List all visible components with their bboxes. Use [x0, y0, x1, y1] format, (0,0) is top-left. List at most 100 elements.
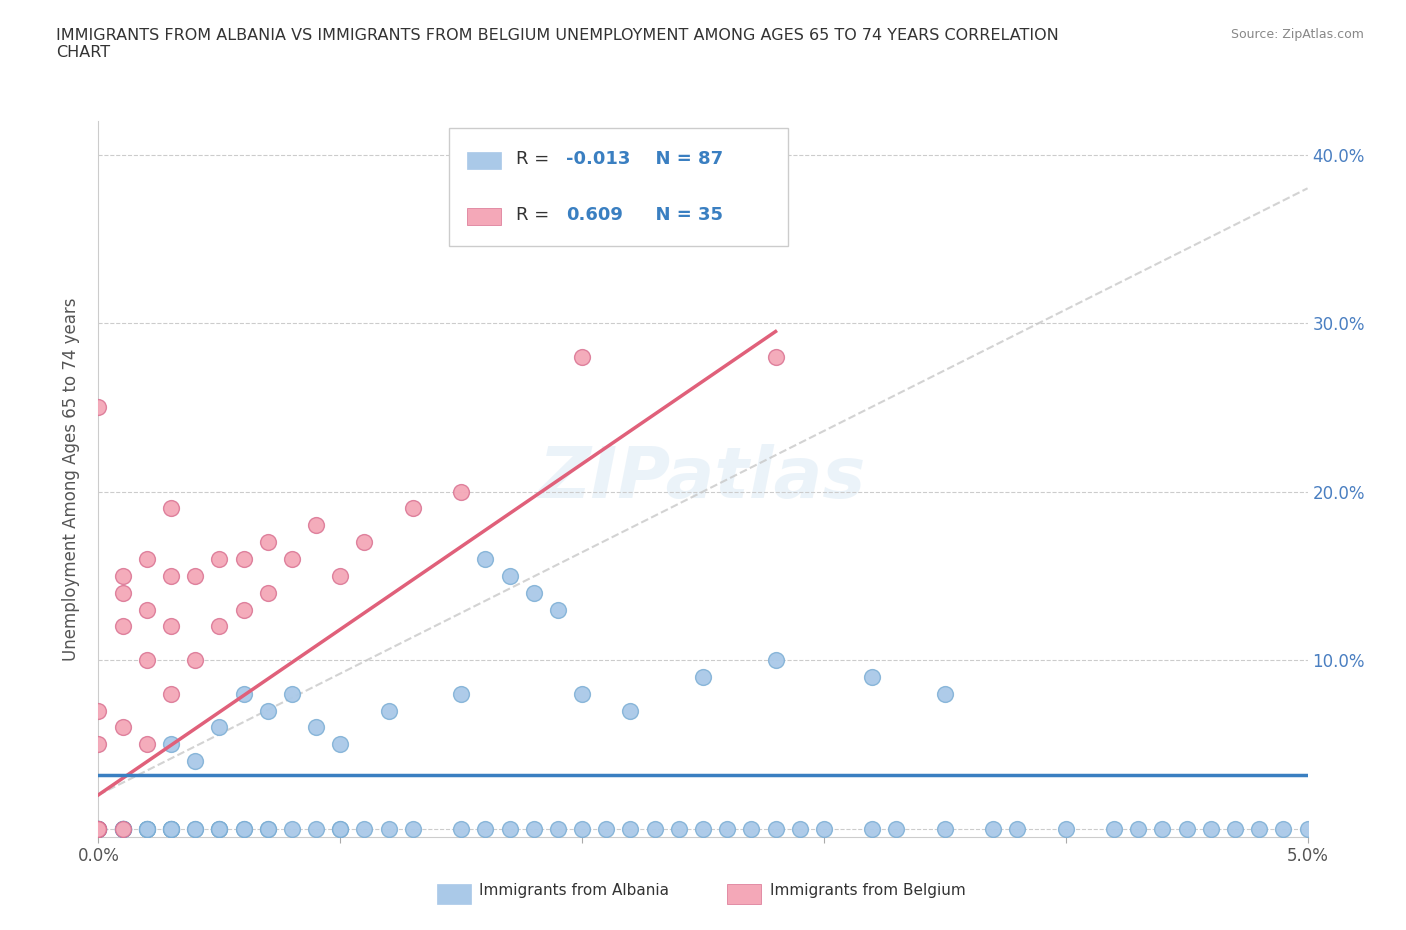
Point	[135, 821, 157, 836]
Text: 0.609: 0.609	[567, 206, 623, 224]
Point	[765, 350, 787, 365]
Text: Source: ZipAtlas.com: Source: ZipAtlas.com	[1230, 28, 1364, 41]
Point	[281, 551, 304, 566]
Text: IMMIGRANTS FROM ALBANIA VS IMMIGRANTS FROM BELGIUM UNEMPLOYMENT AMONG AGES 65 TO: IMMIGRANTS FROM ALBANIA VS IMMIGRANTS FR…	[56, 28, 1059, 60]
Point	[595, 821, 617, 836]
Point	[160, 686, 183, 701]
Point	[281, 686, 304, 701]
Point	[934, 821, 956, 836]
Point	[305, 821, 328, 836]
Point	[1007, 821, 1029, 836]
Point	[789, 821, 811, 836]
Point	[256, 535, 278, 550]
Point	[1199, 821, 1222, 836]
Point	[1152, 821, 1174, 836]
FancyBboxPatch shape	[449, 128, 787, 246]
Point	[232, 821, 254, 836]
Point	[474, 551, 496, 566]
Point	[571, 686, 593, 701]
Point	[87, 821, 110, 836]
Point	[87, 703, 110, 718]
Point	[111, 821, 134, 836]
Point	[111, 821, 134, 836]
Point	[111, 720, 134, 735]
Point	[450, 485, 472, 499]
Point	[232, 821, 254, 836]
Point	[87, 821, 110, 836]
Point	[305, 821, 328, 836]
Point	[87, 821, 110, 836]
Point	[523, 585, 546, 600]
Point	[1272, 821, 1295, 836]
Point	[934, 686, 956, 701]
Point	[1054, 821, 1077, 836]
Point	[87, 821, 110, 836]
Text: N = 87: N = 87	[643, 151, 723, 168]
Point	[281, 821, 304, 836]
Point	[619, 821, 641, 836]
Point	[1296, 821, 1319, 836]
Point	[111, 821, 134, 836]
Point	[232, 551, 254, 566]
Point	[402, 821, 425, 836]
Point	[305, 720, 328, 735]
Point	[305, 518, 328, 533]
Point	[135, 821, 157, 836]
Point	[256, 535, 278, 550]
Point	[111, 821, 134, 836]
Point	[256, 821, 278, 836]
Point	[135, 653, 157, 668]
Point	[111, 821, 134, 836]
Point	[377, 821, 399, 836]
Point	[256, 821, 278, 836]
Point	[305, 720, 328, 735]
Point	[644, 821, 666, 836]
Point	[135, 737, 157, 751]
Point	[571, 350, 593, 365]
Point	[450, 686, 472, 701]
Point	[474, 551, 496, 566]
Point	[111, 585, 134, 600]
Point	[377, 821, 399, 836]
Point	[232, 821, 254, 836]
Point	[87, 821, 110, 836]
Point	[329, 568, 352, 583]
Point	[135, 551, 157, 566]
Point	[160, 821, 183, 836]
Point	[1102, 821, 1125, 836]
Point	[765, 821, 787, 836]
Point	[160, 821, 183, 836]
Point	[1054, 821, 1077, 836]
Point	[450, 485, 472, 499]
Point	[619, 703, 641, 718]
Point	[87, 821, 110, 836]
Point	[1007, 821, 1029, 836]
Point	[111, 821, 134, 836]
Text: R =: R =	[516, 151, 554, 168]
Point	[87, 821, 110, 836]
Text: Immigrants from Albania: Immigrants from Albania	[479, 884, 669, 898]
Point	[934, 821, 956, 836]
Point	[184, 821, 207, 836]
Point	[353, 821, 375, 836]
Point	[208, 821, 231, 836]
Point	[256, 585, 278, 600]
Point	[571, 821, 593, 836]
Point	[450, 821, 472, 836]
Text: -0.013: -0.013	[567, 151, 631, 168]
Point	[353, 535, 375, 550]
Point	[184, 568, 207, 583]
Point	[498, 821, 520, 836]
Point	[547, 821, 569, 836]
Point	[692, 670, 714, 684]
Point	[208, 821, 231, 836]
Point	[184, 753, 207, 768]
Point	[111, 821, 134, 836]
Point	[135, 821, 157, 836]
Point	[256, 703, 278, 718]
Point	[135, 602, 157, 617]
Point	[1128, 821, 1150, 836]
Point	[1272, 821, 1295, 836]
Point	[402, 501, 425, 516]
Point	[498, 821, 520, 836]
